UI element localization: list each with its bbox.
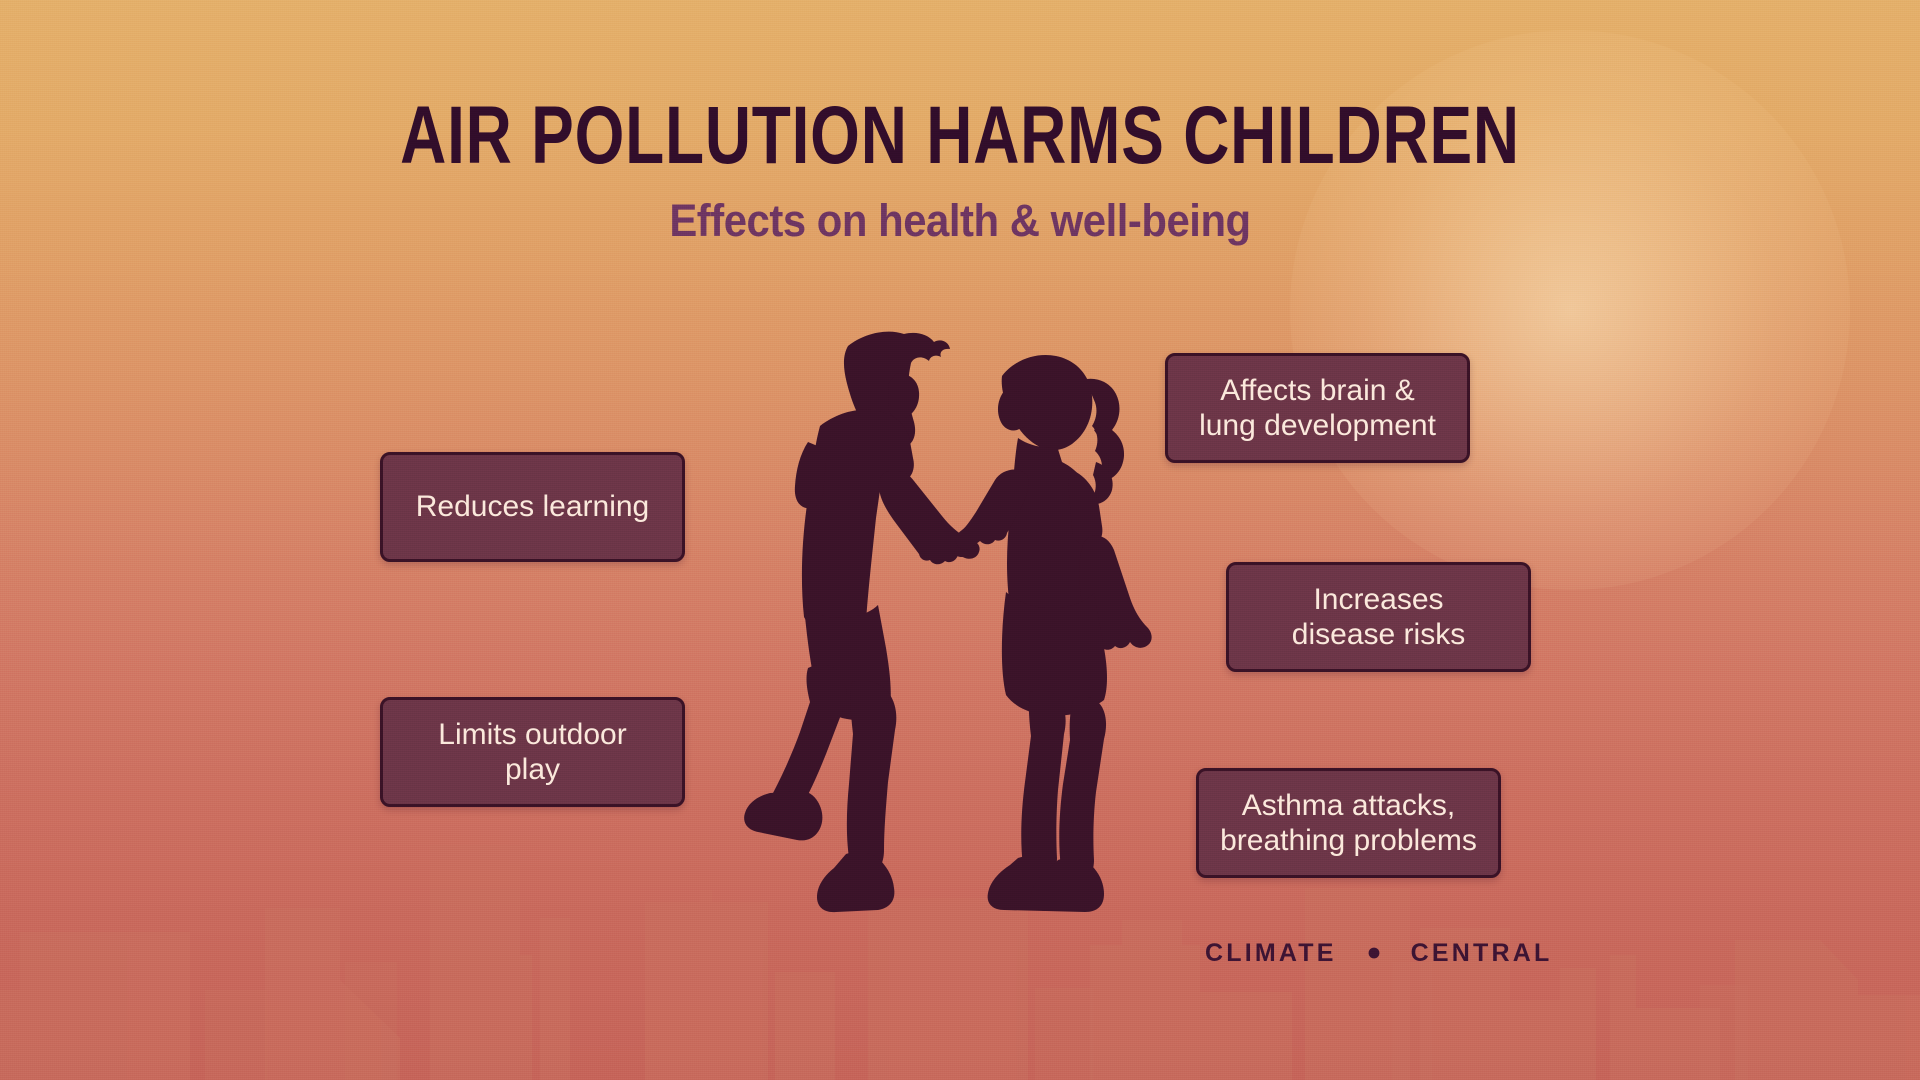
page-subtitle: Effects on health & well-being bbox=[669, 195, 1251, 246]
page-title: AIR POLLUTION HARMS CHILDREN bbox=[400, 90, 1520, 181]
boy-silhouette bbox=[744, 331, 980, 913]
callout-limits-outdoor-play[interactable]: Limits outdoor play bbox=[380, 697, 685, 807]
callout-label: Increases disease risks bbox=[1291, 582, 1466, 651]
callout-label: Asthma attacks, breathing problems bbox=[1220, 788, 1477, 857]
city-skyline-silhouette bbox=[0, 845, 1920, 1080]
callout-affects-brain-lung-development[interactable]: Affects brain & lung development bbox=[1165, 353, 1470, 463]
callout-reduces-learning[interactable]: Reduces learning bbox=[380, 452, 685, 562]
callout-label: Limits outdoor play bbox=[438, 717, 627, 786]
girl-silhouette bbox=[955, 354, 1152, 912]
callout-increases-disease-risks[interactable]: Increases disease risks bbox=[1226, 562, 1531, 672]
callout-label: Reduces learning bbox=[415, 490, 650, 524]
climate-central-logo[interactable]: CLIMATE CENTRAL bbox=[1205, 938, 1553, 968]
callout-asthma-attacks-breathing-problems[interactable]: Asthma attacks, breathing problems bbox=[1196, 768, 1501, 878]
children-silhouette-illustration bbox=[744, 331, 1152, 913]
logo-word-climate: CLIMATE bbox=[1205, 938, 1337, 967]
logo-word-central: CENTRAL bbox=[1410, 938, 1553, 967]
callout-label: Affects brain & lung development bbox=[1199, 373, 1436, 442]
interlocking-circles-icon bbox=[1353, 941, 1394, 965]
